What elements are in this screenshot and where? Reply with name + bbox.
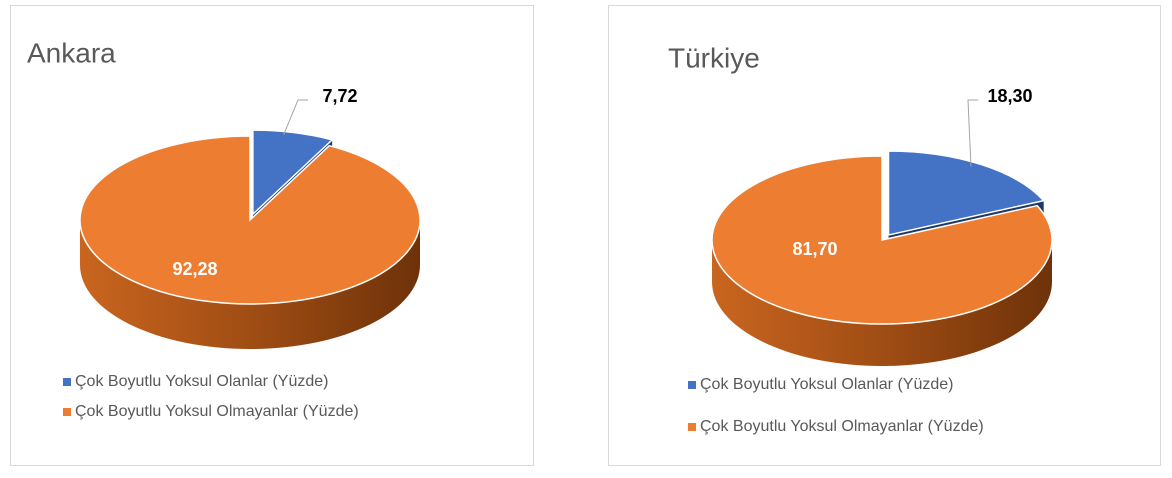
legend-label: Çok Boyutlu Yoksul Olmayanlar (Yüzde) [75,403,359,420]
legend-label: Çok Boyutlu Yoksul Olanlar (Yüzde) [700,376,953,393]
legend-swatch [63,408,71,416]
data-label: 92,28 [172,259,217,279]
pie-slice [252,129,334,216]
legend-swatch [63,378,71,386]
pie-slice [79,135,421,305]
legend-label: Çok Boyutlu Yoksul Olanlar (Yüzde) [75,373,328,390]
chart-frame [608,5,1161,466]
data-label: 81,70 [792,239,837,259]
pie-slice [887,150,1046,236]
data-label: 18,30 [987,86,1032,106]
data-label: 7,72 [322,86,357,106]
leader-line [283,99,308,135]
pie-side [712,240,1052,366]
legend-swatch [688,423,696,431]
legend-label: Çok Boyutlu Yoksul Olmayanlar (Yüzde) [700,418,984,435]
leader-line [967,99,978,167]
chart-title: Ankara [27,37,116,68]
legend-swatch [688,381,696,389]
pie-slice [711,155,1053,325]
pie-side [80,220,420,349]
chart-title: Türkiye [668,42,760,73]
